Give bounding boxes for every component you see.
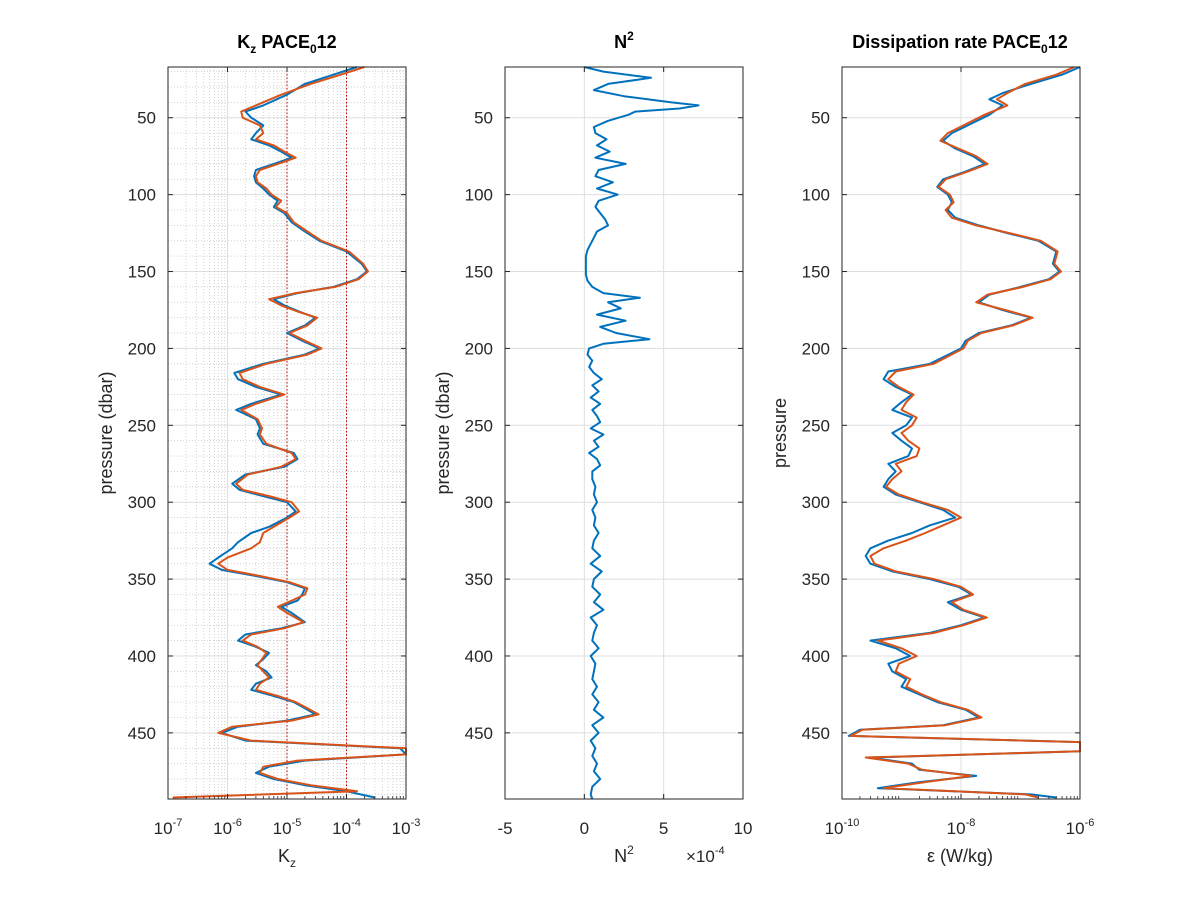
kz-xtick-label: 10-7 (154, 817, 183, 838)
kz-xtick-label: 10-3 (392, 817, 421, 838)
n2-axes-box (504, 66, 744, 800)
kz-y-ticks: 50 100 150 200 250 300 350 400 450 (128, 109, 406, 743)
n2-xtick-label: 5 (659, 819, 668, 838)
kz-series-2-line (172, 66, 407, 799)
eps-ytick-label: 250 (802, 416, 830, 435)
kz-series (172, 66, 407, 799)
kz-ytick-label: 250 (128, 416, 156, 435)
kz-ytick-label: 400 (128, 647, 156, 666)
n2-ytick-label: 100 (465, 186, 493, 205)
n2-xtick-label: -5 (497, 819, 512, 838)
kz-x-ticks: 10-7 10-6 10-5 10-4 10-3 (154, 67, 421, 838)
n2-ylabel: pressure (dbar) (433, 371, 453, 494)
n2-xlabel: N2 (614, 843, 634, 866)
n2-ytick-label: 300 (465, 493, 493, 512)
n2-y-ticks: 50 100 150 200 250 300 350 400 450 (465, 109, 743, 743)
eps-ytick-label: 450 (802, 724, 830, 743)
eps-title: Dissipation rate PACE012 (852, 32, 1067, 56)
n2-multiplier: ×10-4 (686, 845, 725, 866)
kz-ytick-label: 50 (137, 109, 156, 128)
kz-ytick-label: 200 (128, 339, 156, 358)
eps-ylabel: pressure (770, 398, 790, 468)
kz-ytick-label: 350 (128, 570, 156, 589)
eps-ytick-label: 200 (802, 339, 830, 358)
n2-title: N2 (614, 29, 634, 52)
eps-ytick-label: 350 (802, 570, 830, 589)
eps-x-ticks: 10-10 10-8 10-6 (825, 67, 1095, 838)
n2-ytick-label: 250 (465, 416, 493, 435)
eps-ytick-label: 150 (802, 263, 830, 282)
n2-series (584, 66, 700, 800)
eps-panel: 10-10 10-8 10-6 50 100 150 200 250 300 350 400 450… (770, 32, 1094, 866)
n2-xtick-label: 10 (734, 819, 753, 838)
kz-reference-lines (286, 67, 347, 799)
eps-xtick-label: 10-6 (1066, 817, 1095, 838)
n2-ytick-label: 200 (465, 339, 493, 358)
kz-series-1-line (208, 66, 407, 799)
kz-panel: 10-7 10-6 10-5 10-4 10-3 50 100 150 200 250 300 35… (96, 32, 420, 870)
n2-ytick-label: 450 (465, 724, 493, 743)
kz-xtick-label: 10-6 (213, 817, 242, 838)
kz-ytick-label: 150 (128, 263, 156, 282)
kz-ytick-label: 300 (128, 493, 156, 512)
kz-xlabel: Kz (278, 846, 296, 870)
n2-x-ticks: -5 0 5 10 (497, 67, 752, 838)
eps-series (847, 66, 1081, 799)
kz-xtick-label: 10-5 (273, 817, 302, 838)
kz-ylabel: pressure (dbar) (96, 371, 116, 494)
n2-xtick-label: 0 (580, 819, 589, 838)
kz-ytick-label: 450 (128, 724, 156, 743)
n2-series-1-line (584, 66, 700, 800)
kz-xtick-label: 10-4 (332, 817, 361, 838)
n2-ytick-label: 50 (474, 109, 493, 128)
eps-y-ticks: 50 100 150 200 250 300 350 400 450 (802, 109, 1080, 743)
eps-xtick-label: 10-10 (825, 817, 860, 838)
eps-ytick-label: 400 (802, 647, 830, 666)
eps-xtick-label: 10-8 (947, 817, 976, 838)
n2-ytick-label: 150 (465, 263, 493, 282)
kz-ytick-label: 100 (128, 186, 156, 205)
eps-series-2-line (849, 66, 1081, 799)
eps-ytick-label: 50 (811, 109, 830, 128)
n2-ytick-label: 350 (465, 570, 493, 589)
eps-ytick-label: 100 (802, 186, 830, 205)
kz-title: Kz PACE012 (237, 32, 336, 56)
eps-ytick-label: 300 (802, 493, 830, 512)
n2-ytick-label: 400 (465, 647, 493, 666)
eps-xlabel: ε (W/kg) (927, 846, 993, 866)
